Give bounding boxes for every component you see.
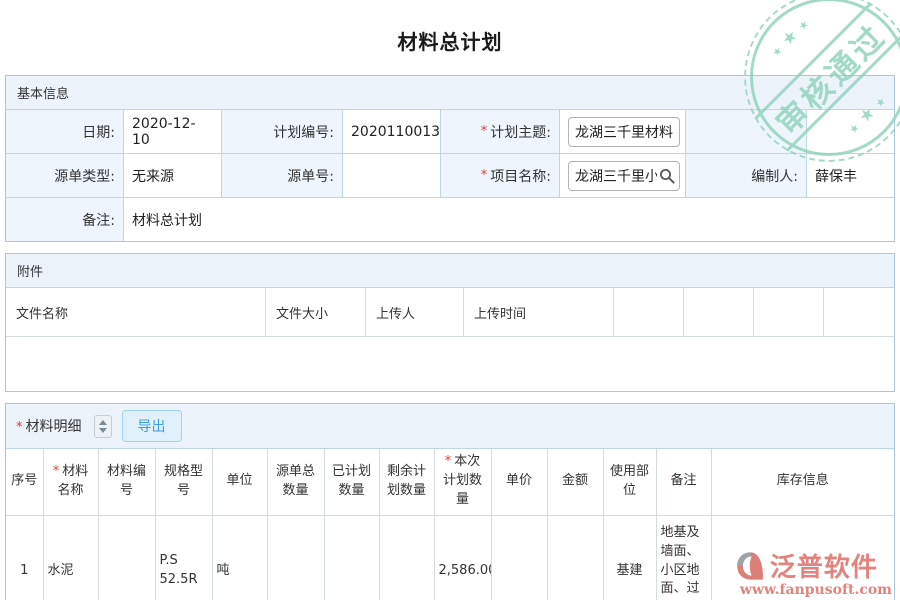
attachments-header-row: 文件名称 文件大小 上传人 上传时间 <box>6 288 894 337</box>
col-source-total-qty: 源单总数量 <box>266 449 325 516</box>
source-no-value <box>343 154 440 197</box>
basic-info-section-title: 基本信息 <box>6 76 894 110</box>
required-marker: * <box>480 168 488 183</box>
materials-table: 序号 * 材料名称 材料编号 规格型号 单位 源单总数量 已计划数量 剩余计划数量… <box>6 449 894 600</box>
col-planned-qty: 已计划数量 <box>323 449 380 516</box>
col-current-plan-qty: * 本次计划数量 <box>433 449 492 516</box>
source-type-label: 源单类型: <box>6 154 123 197</box>
materials-header-row: 序号 * 材料名称 材料编号 规格型号 单位 源单总数量 已计划数量 剩余计划数量… <box>6 449 894 516</box>
date-label: 日期: <box>6 110 123 153</box>
col-stock-info: 库存信息 <box>710 449 894 516</box>
col-seq: 序号 <box>6 449 44 516</box>
attachments-section-title: 附件 <box>6 254 894 288</box>
materials-section: * 材料明细 导出 序号 * 材料名称 材料编号 规格型号 单 <box>5 403 895 600</box>
attachments-col-filename: 文件名称 <box>6 288 266 337</box>
attachments-col-uploader: 上传人 <box>366 288 464 337</box>
required-marker: * <box>16 420 23 435</box>
remark-label: 备注: <box>6 198 123 241</box>
plan-subject-label: * 计划主题: <box>441 110 559 153</box>
materials-toolbar: * 材料明细 导出 <box>6 404 894 449</box>
cell-current-plan-qty: 2,586.00 <box>433 514 492 600</box>
basic-info-section: 基本信息 日期: 2020-12-10 计划编号: 2020110013 * 计… <box>5 75 895 242</box>
cell-seq: 1 <box>6 514 44 600</box>
attachments-col-empty <box>684 288 754 337</box>
col-use-part: 使用部位 <box>602 449 657 516</box>
attachments-col-empty <box>824 288 894 337</box>
materials-section-label-text: 材料明细 <box>25 419 82 435</box>
project-name-cell <box>560 154 685 197</box>
attachments-col-empty <box>754 288 824 337</box>
attachments-col-empty <box>614 288 684 337</box>
remark-value: 材料总计划 <box>124 198 894 241</box>
col-amount: 金额 <box>546 449 604 516</box>
col-spec-model: 规格型号 <box>154 449 213 516</box>
export-button[interactable]: 导出 <box>121 410 182 442</box>
cell-unit-price <box>490 514 548 600</box>
cell-use-part: 基建 <box>602 514 657 600</box>
project-name-label-text: 项目名称: <box>490 168 551 185</box>
empty-label-cell <box>686 110 806 153</box>
attachments-col-uploadtime: 上传时间 <box>464 288 614 337</box>
date-value: 2020-12-10 <box>124 110 221 153</box>
source-no-label: 源单号: <box>222 154 342 197</box>
page-title: 材料总计划 <box>397 30 503 54</box>
cell-material-name: 水泥 <box>42 514 99 600</box>
required-marker: * <box>52 463 60 479</box>
search-icon[interactable] <box>659 168 675 184</box>
cell-material-code <box>97 514 156 600</box>
cell-stock-info <box>710 514 894 600</box>
source-type-value: 无来源 <box>124 154 221 197</box>
attachments-col-filesize: 文件大小 <box>266 288 366 337</box>
cell-source-total-qty <box>266 514 325 600</box>
cell-remaining-plan-qty <box>378 514 435 600</box>
cell-amount <box>546 514 604 600</box>
cell-remark: 地基及墙面、小区地面、过道 <box>655 514 712 600</box>
sort-spinner-icon[interactable] <box>93 414 112 438</box>
col-remark: 备注 <box>655 449 712 516</box>
plan-no-value: 2020110013 <box>343 110 440 153</box>
project-name-label: * 项目名称: <box>441 154 559 197</box>
plan-subject-input[interactable] <box>568 116 680 147</box>
plan-no-label: 计划编号: <box>222 110 342 153</box>
required-marker: * <box>444 454 452 470</box>
sort-up-icon <box>98 419 107 425</box>
col-unit-price: 单价 <box>490 449 548 516</box>
materials-table-row: 1 水泥 P.S 52.5R 吨 2,586.00 基建 地基及墙面、小区地面、… <box>6 514 894 600</box>
cell-unit: 吨 <box>211 514 268 600</box>
attachments-section: 附件 文件名称 文件大小 上传人 上传时间 <box>5 253 895 392</box>
cell-spec-model: P.S 52.5R <box>154 514 213 600</box>
creator-value: 薛保丰 <box>807 154 894 197</box>
required-marker: * <box>480 124 488 139</box>
cell-planned-qty <box>323 514 380 600</box>
empty-value-cell <box>807 110 894 153</box>
attachments-empty-area <box>6 337 894 391</box>
col-material-code: 材料编号 <box>97 449 156 516</box>
creator-label: 编制人: <box>686 154 806 197</box>
col-remaining-plan-qty: 剩余计划数量 <box>378 449 435 516</box>
col-material-name: * 材料名称 <box>42 449 99 516</box>
basic-info-grid: 日期: 2020-12-10 计划编号: 2020110013 * 计划主题: … <box>6 110 894 241</box>
col-unit: 单位 <box>211 449 268 516</box>
materials-section-label: * 材料明细 <box>16 416 82 436</box>
plan-subject-cell <box>560 110 685 153</box>
plan-subject-label-text: 计划主题: <box>490 124 551 141</box>
sort-down-icon <box>98 427 107 433</box>
